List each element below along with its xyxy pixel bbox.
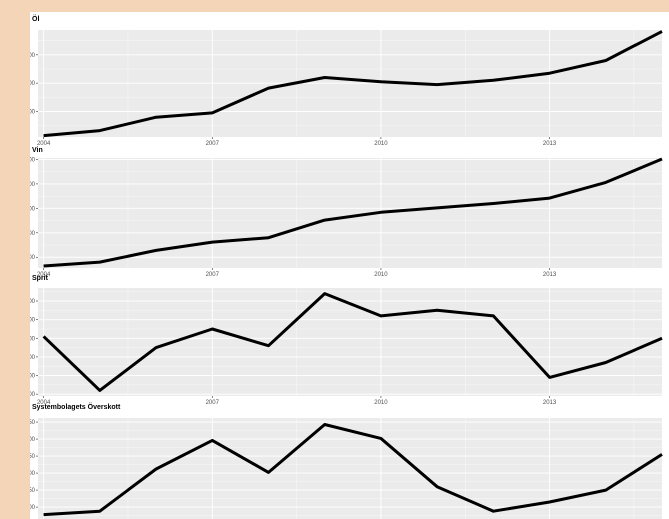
data-point bbox=[379, 80, 382, 83]
data-point bbox=[436, 309, 439, 312]
data-point bbox=[548, 500, 551, 503]
panel-title: Sprit bbox=[32, 275, 49, 282]
x-tick-label: 2013 bbox=[543, 400, 557, 406]
y-tick-label: 300 bbox=[30, 437, 36, 443]
plot-background bbox=[38, 288, 662, 396]
series-line bbox=[42, 292, 663, 392]
data-point bbox=[42, 265, 45, 268]
data-point bbox=[211, 241, 214, 244]
data-point bbox=[267, 87, 270, 90]
data-point bbox=[379, 211, 382, 214]
data-point bbox=[42, 513, 45, 516]
data-point bbox=[42, 134, 45, 137]
plot-background bbox=[38, 158, 662, 268]
data-point bbox=[155, 249, 158, 252]
y-tick-label: 100 bbox=[30, 505, 36, 511]
data-point bbox=[379, 437, 382, 440]
x-tick-label: 2010 bbox=[374, 141, 388, 147]
x-tick-label: 2010 bbox=[374, 272, 388, 278]
x-tick-label: 2013 bbox=[543, 141, 557, 147]
data-point bbox=[98, 261, 101, 264]
data-point bbox=[604, 489, 607, 492]
data-point bbox=[492, 202, 495, 205]
data-point bbox=[492, 510, 495, 513]
y-tick-label: 4000 bbox=[30, 374, 36, 380]
data-point bbox=[267, 471, 270, 474]
x-tick-label: 2004 bbox=[37, 400, 51, 406]
y-tick-label: 4100 bbox=[30, 355, 36, 361]
data-point bbox=[98, 510, 101, 513]
data-point bbox=[548, 197, 551, 200]
y-tick-label: 5500 bbox=[30, 157, 36, 163]
y-tick-label: 350 bbox=[30, 420, 36, 426]
panel-title: Vin bbox=[32, 147, 43, 154]
data-point bbox=[436, 485, 439, 488]
data-point bbox=[436, 206, 439, 209]
x-tick-label: 2013 bbox=[543, 272, 557, 278]
y-tick-label: 3600 bbox=[30, 53, 36, 59]
x-tick-label: 2007 bbox=[206, 272, 220, 278]
chart-panel: Systembolagets Överskott2004 2007 2010 2013… bbox=[30, 402, 664, 519]
x-tick-label: 2007 bbox=[206, 141, 220, 147]
data-point bbox=[267, 236, 270, 239]
y-tick-label: 4400 bbox=[30, 299, 36, 305]
chart-panel: Sprit20042007201020133900400041004200430… bbox=[30, 275, 664, 406]
panel-title: Systembolagets Överskott bbox=[32, 402, 121, 411]
x-tick-label: 2004 bbox=[37, 141, 51, 147]
y-tick-label: 4300 bbox=[30, 318, 36, 324]
chart-panel: Vin 2004 2007 2010 2013 3500 4000 4500 5000 5500 bbox=[30, 147, 664, 278]
y-tick-label: 150 bbox=[30, 488, 36, 494]
data-point bbox=[323, 219, 326, 222]
series-line bbox=[43, 423, 663, 517]
y-tick-label: 3500 bbox=[30, 255, 36, 261]
data-point bbox=[323, 292, 326, 295]
panel-title: Öl bbox=[32, 14, 39, 23]
plot-background bbox=[38, 418, 662, 519]
series-line bbox=[43, 157, 663, 268]
y-tick-label: 4000 bbox=[30, 231, 36, 237]
y-tick-label: 4500 bbox=[30, 206, 36, 212]
y-tick-label: 3900 bbox=[30, 392, 36, 398]
data-point bbox=[42, 335, 45, 338]
y-tick-label: 2800 bbox=[30, 109, 36, 115]
data-point bbox=[211, 327, 214, 330]
faceted-line-chart: Öl2004200720102013280032003600Vin2004200… bbox=[30, 14, 664, 519]
data-point bbox=[155, 116, 158, 119]
data-point bbox=[98, 129, 101, 132]
data-point bbox=[661, 453, 664, 456]
chart-figure: Öl2004200720102013280032003600Vin2004200… bbox=[30, 12, 669, 519]
data-point bbox=[379, 314, 382, 317]
data-point bbox=[604, 181, 607, 184]
data-point bbox=[548, 376, 551, 379]
data-point bbox=[661, 337, 664, 340]
y-tick-label: 250 bbox=[30, 454, 36, 460]
data-point bbox=[604, 59, 607, 62]
data-point bbox=[323, 423, 326, 426]
data-point bbox=[661, 30, 664, 33]
data-point bbox=[155, 346, 158, 349]
data-point bbox=[155, 468, 158, 471]
x-tick-label: 2007 bbox=[206, 400, 220, 406]
data-point bbox=[492, 79, 495, 82]
y-tick-label: 3200 bbox=[30, 81, 36, 87]
data-point bbox=[661, 157, 664, 160]
x-tick-label: 2004 bbox=[37, 272, 51, 278]
data-point bbox=[436, 83, 439, 86]
data-point bbox=[492, 314, 495, 317]
data-point bbox=[211, 439, 214, 442]
data-point bbox=[548, 72, 551, 75]
data-point bbox=[98, 389, 101, 392]
data-point bbox=[323, 76, 326, 79]
x-tick-label: 2010 bbox=[374, 400, 388, 406]
chart-panel: Öl 2004 2007 2010 2013 2800 3200 3600 bbox=[30, 14, 664, 147]
data-point bbox=[604, 361, 607, 364]
y-tick-label: 5000 bbox=[30, 182, 36, 188]
data-point bbox=[211, 111, 214, 114]
y-tick-label: 200 bbox=[30, 471, 36, 477]
data-point bbox=[267, 344, 270, 347]
series-line bbox=[43, 30, 663, 138]
